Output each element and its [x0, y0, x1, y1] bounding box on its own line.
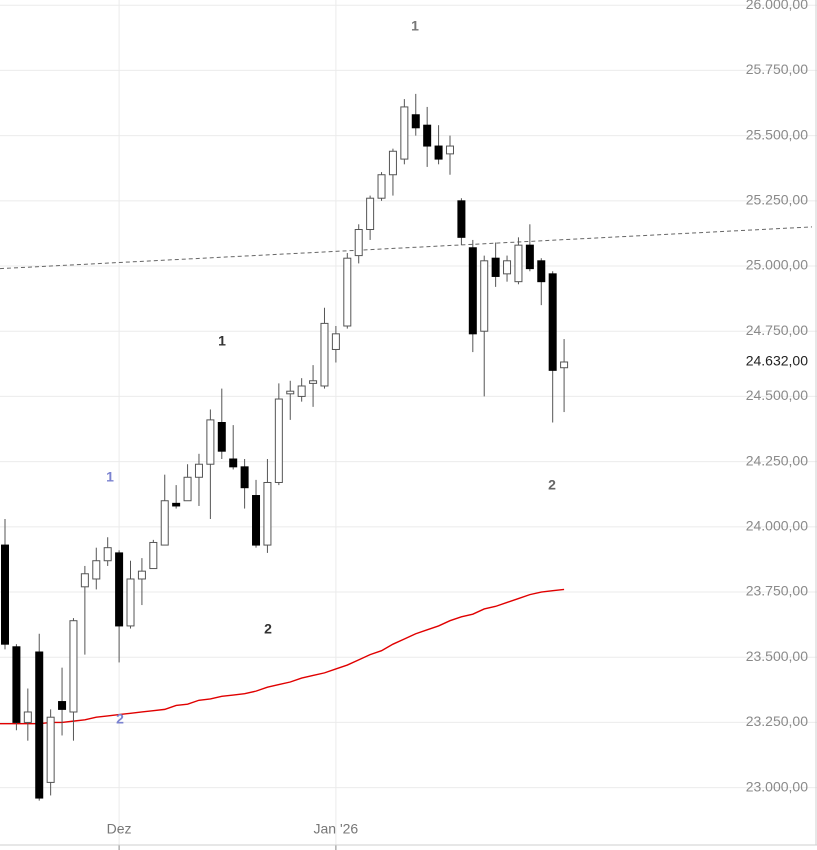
- candle-body: [35, 651, 44, 799]
- last-price-label: 24.632,00: [746, 353, 808, 369]
- candle-body: [58, 701, 67, 710]
- candle-body: [286, 390, 295, 395]
- candle-body: [103, 547, 112, 562]
- candle-body: [343, 257, 352, 327]
- candle-body: [137, 570, 146, 580]
- x-tick-label: Jan '26: [314, 821, 359, 837]
- candle-body: [297, 385, 306, 397]
- candle-body: [12, 646, 21, 723]
- candle-body: [423, 124, 432, 147]
- candle-body: [400, 106, 409, 160]
- wave-label: 2: [548, 477, 556, 493]
- candle-body: [1, 544, 9, 645]
- x-tick-label: Dez: [107, 821, 132, 837]
- y-tick-label: 25.250,00: [746, 192, 808, 208]
- candle-body: [354, 229, 363, 257]
- y-tick-label: 26.000,00: [746, 0, 808, 12]
- y-tick-label: 24.000,00: [746, 518, 808, 534]
- trendline: [0, 226, 813, 270]
- candle-body: [388, 150, 397, 176]
- candle-body: [263, 481, 272, 546]
- candle-body: [229, 458, 238, 468]
- y-tick-label: 24.250,00: [746, 452, 808, 468]
- candle-body: [240, 466, 249, 489]
- candle-body: [525, 244, 534, 270]
- candle-body: [560, 361, 569, 369]
- candle-body: [503, 260, 512, 275]
- candle-body: [445, 145, 454, 155]
- y-tick-label: 23.500,00: [746, 648, 808, 664]
- candle-body: [366, 197, 375, 231]
- candle-body: [537, 260, 546, 283]
- y-tick-label: 23.000,00: [746, 778, 808, 794]
- y-tick-label: 25.000,00: [746, 257, 808, 273]
- candle-body: [491, 257, 500, 277]
- wave-label: 1: [106, 469, 114, 485]
- moving-average: [0, 588, 565, 725]
- candle-body: [434, 145, 443, 160]
- candle-body: [320, 322, 329, 387]
- candle-body: [206, 419, 215, 465]
- candle-body: [331, 333, 340, 350]
- candle-body: [183, 476, 192, 502]
- y-tick-label: 23.750,00: [746, 583, 808, 599]
- candle-body: [115, 552, 124, 627]
- candle-body: [309, 380, 318, 384]
- candle-body: [149, 541, 158, 570]
- candle-body: [274, 398, 283, 483]
- candle-body: [126, 578, 135, 627]
- candle-body: [252, 495, 261, 546]
- candle-body: [377, 174, 386, 199]
- y-tick-label: 25.500,00: [746, 126, 808, 142]
- y-tick-label: 25.750,00: [746, 61, 808, 77]
- candle-body: [69, 620, 78, 713]
- candle-body: [92, 560, 101, 580]
- candle-body: [514, 244, 523, 283]
- y-tick-label: 23.250,00: [746, 713, 808, 729]
- candle-body: [411, 114, 420, 129]
- candle-body: [46, 716, 55, 783]
- candle-body: [172, 502, 181, 507]
- candle-body: [548, 273, 557, 371]
- candle-body: [468, 247, 477, 335]
- wave-label: 2: [264, 621, 272, 637]
- candle-body: [457, 200, 466, 238]
- wave-label: 1: [411, 18, 419, 34]
- candle-body: [217, 422, 226, 452]
- wave-label: 1: [218, 333, 226, 349]
- y-tick-label: 24.750,00: [746, 322, 808, 338]
- candle-body: [194, 463, 203, 478]
- y-tick-label: 24.500,00: [746, 387, 808, 403]
- candle-body: [480, 260, 489, 332]
- candle-body: [23, 711, 32, 723]
- candle-body: [160, 500, 169, 546]
- candle-body: [80, 573, 89, 588]
- wave-label: 2: [116, 711, 124, 727]
